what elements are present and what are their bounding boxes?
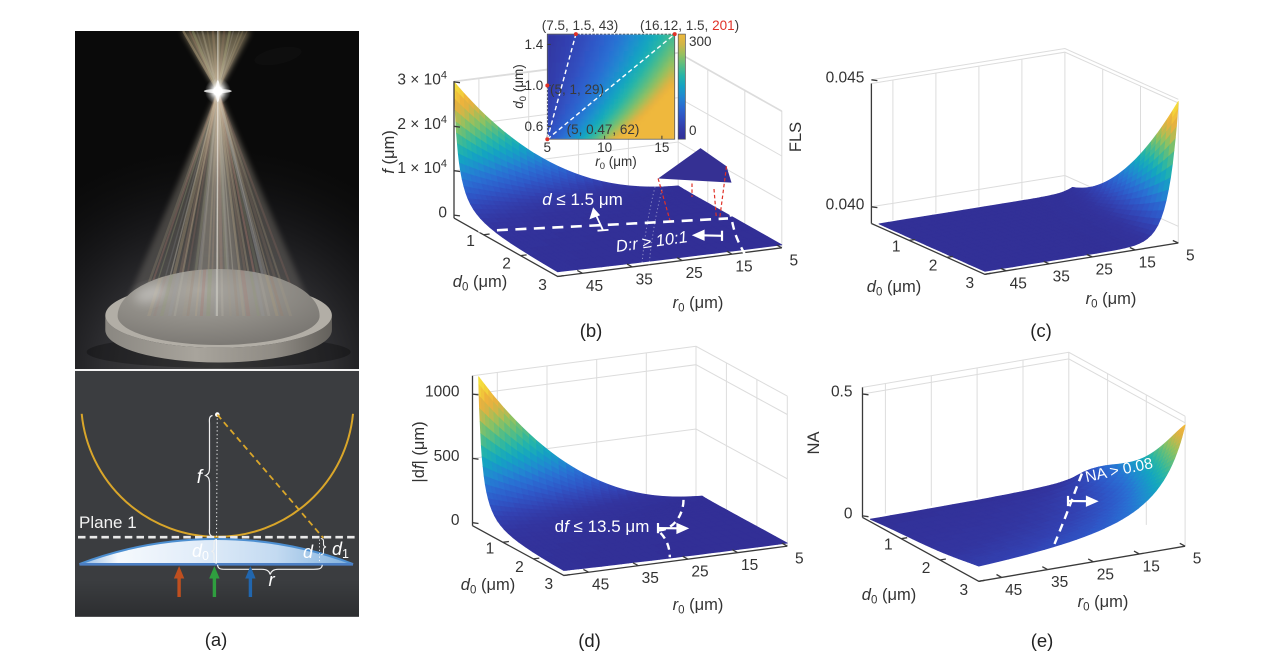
svg-text:r0 (μm): r0 (μm) xyxy=(673,294,724,315)
svg-text:45: 45 xyxy=(586,278,603,295)
svg-text:d0 (μm): d0 (μm) xyxy=(862,586,916,607)
svg-text:1.4: 1.4 xyxy=(525,37,544,52)
svg-text:(16.12, 1.5, 201): (16.12, 1.5, 201) xyxy=(640,18,739,33)
svg-text:(5, 1, 29): (5, 1, 29) xyxy=(550,82,604,97)
svg-text:FLS: FLS xyxy=(787,122,805,152)
svg-text:f (μm): f (μm) xyxy=(380,130,398,173)
svg-text:1.0: 1.0 xyxy=(525,78,544,93)
svg-text:1: 1 xyxy=(486,540,495,557)
svg-text:2: 2 xyxy=(929,257,938,274)
svg-text:0.045: 0.045 xyxy=(826,69,865,86)
svg-text:3: 3 xyxy=(965,275,974,292)
svg-text:d: d xyxy=(303,542,314,562)
svg-text:2: 2 xyxy=(922,560,931,577)
svg-text:d0 (μm): d0 (μm) xyxy=(453,273,507,294)
svg-text:r0 (μm): r0 (μm) xyxy=(1086,290,1137,311)
svg-text:35: 35 xyxy=(1053,268,1070,285)
svg-text:35: 35 xyxy=(1051,574,1068,591)
svg-text:r: r xyxy=(269,569,276,590)
svg-text:0.6: 0.6 xyxy=(525,119,544,134)
svg-text:1: 1 xyxy=(466,233,475,250)
svg-text:r0 (μm): r0 (μm) xyxy=(595,154,637,172)
svg-text:df ≤ 13.5 μm: df ≤ 13.5 μm xyxy=(555,517,650,536)
svg-text:2: 2 xyxy=(502,256,511,273)
svg-text:45: 45 xyxy=(1010,275,1027,292)
svg-text:d1: d1 xyxy=(332,539,349,561)
svg-text:3 × 104: 3 × 104 xyxy=(397,69,447,88)
svg-text:d0: d0 xyxy=(192,541,209,563)
svg-text:(a): (a) xyxy=(205,629,228,650)
svg-text:(d): (d) xyxy=(578,630,601,651)
svg-text:15: 15 xyxy=(654,140,669,155)
svg-text:15: 15 xyxy=(1139,255,1156,272)
svg-text:2: 2 xyxy=(515,559,524,576)
svg-text:15: 15 xyxy=(735,259,752,276)
svg-text:15: 15 xyxy=(741,557,758,574)
svg-text:|df| (μm): |df| (μm) xyxy=(410,421,428,482)
svg-text:25: 25 xyxy=(1097,566,1114,583)
svg-text:2 × 104: 2 × 104 xyxy=(397,114,447,133)
svg-text:d0 (μm): d0 (μm) xyxy=(867,278,921,299)
svg-text:0: 0 xyxy=(844,505,853,522)
svg-text:5: 5 xyxy=(795,551,804,568)
svg-text:35: 35 xyxy=(636,271,653,288)
svg-text:d ≤ 1.5 μm: d ≤ 1.5 μm xyxy=(542,190,623,209)
svg-text:5: 5 xyxy=(544,140,552,155)
svg-text:5: 5 xyxy=(1186,248,1195,265)
svg-text:Plane 1: Plane 1 xyxy=(79,513,137,532)
svg-text:(e): (e) xyxy=(1031,630,1054,651)
svg-text:3: 3 xyxy=(959,582,968,599)
svg-text:(b): (b) xyxy=(580,320,603,341)
svg-text:5: 5 xyxy=(1193,551,1202,568)
svg-text:1000: 1000 xyxy=(425,384,460,401)
svg-text:(c): (c) xyxy=(1030,320,1052,341)
svg-text:3: 3 xyxy=(538,277,547,294)
svg-text:25: 25 xyxy=(1096,261,1113,278)
svg-text:0: 0 xyxy=(689,123,697,138)
svg-text:1: 1 xyxy=(884,537,893,554)
svg-text:(5, 0.47, 62): (5, 0.47, 62) xyxy=(567,122,640,137)
svg-text:10: 10 xyxy=(597,140,612,155)
svg-text:25: 25 xyxy=(686,265,703,282)
svg-text:NA: NA xyxy=(805,432,823,455)
svg-text:45: 45 xyxy=(1005,582,1022,599)
svg-text:1: 1 xyxy=(892,238,901,255)
svg-text:5: 5 xyxy=(789,252,798,269)
svg-text:45: 45 xyxy=(592,577,609,594)
svg-text:d0 (μm): d0 (μm) xyxy=(461,576,515,597)
svg-text:0: 0 xyxy=(451,512,460,529)
svg-text:0: 0 xyxy=(438,205,447,222)
svg-text:15: 15 xyxy=(1143,559,1160,576)
svg-text:300: 300 xyxy=(689,34,712,49)
svg-text:d0 (μm): d0 (μm) xyxy=(511,64,529,109)
svg-text:0.5: 0.5 xyxy=(831,384,853,401)
svg-text:0.040: 0.040 xyxy=(826,196,865,213)
svg-text:(7.5, 1.5, 43): (7.5, 1.5, 43) xyxy=(542,18,619,33)
svg-text:r0 (μm): r0 (μm) xyxy=(1078,593,1129,614)
svg-text:25: 25 xyxy=(691,564,708,581)
svg-text:3: 3 xyxy=(544,576,553,593)
svg-text:35: 35 xyxy=(642,570,659,587)
svg-text:r0 (μm): r0 (μm) xyxy=(673,596,724,617)
svg-text:1 × 104: 1 × 104 xyxy=(397,158,447,177)
svg-text:500: 500 xyxy=(434,448,460,465)
svg-text:f: f xyxy=(197,467,204,488)
